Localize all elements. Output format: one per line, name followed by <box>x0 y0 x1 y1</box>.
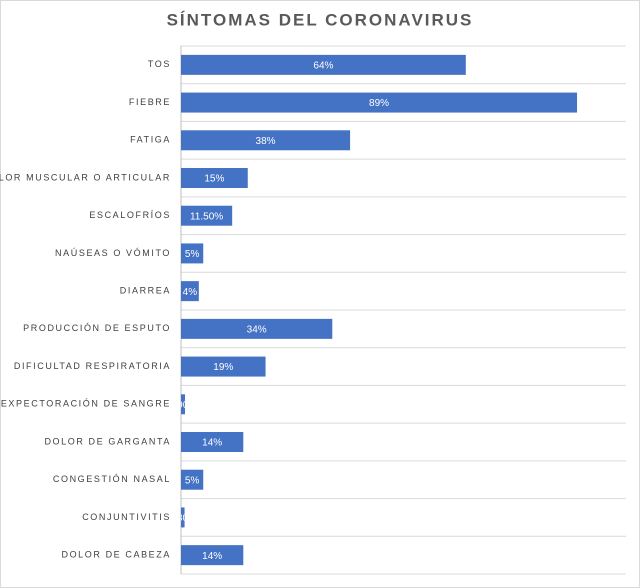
category-label: DOLOR DE CABEZA <box>61 550 171 560</box>
bar <box>181 92 578 113</box>
value-label: 5% <box>185 249 200 260</box>
category-label: DOLOR MUSCULAR O ARTICULAR <box>0 172 171 182</box>
value-label: 11.50% <box>190 211 223 222</box>
bar <box>181 394 186 415</box>
category-label: FATIGA <box>130 135 171 145</box>
value-label: 19% <box>213 362 233 373</box>
value-label: 14% <box>202 551 222 562</box>
category-label: PRODUCCIÓN DE ESPUTO <box>23 323 171 333</box>
bar <box>181 545 244 566</box>
category-label: CONJUNTIVITIS <box>82 512 171 522</box>
value-label: 4% <box>183 287 198 298</box>
bar <box>181 318 333 339</box>
category-label: NAÚSEAS O VÓMITO <box>55 248 171 258</box>
category-label: DIARREA <box>120 286 171 296</box>
category-label: TOS <box>148 59 171 69</box>
category-label: DIFICULTAD RESPIRATORIA <box>14 361 171 371</box>
value-label: 38% <box>256 136 276 147</box>
value-label: 0.80% <box>169 513 197 524</box>
category-label: EXPECTORACIÓN DE SANGRE <box>1 399 171 409</box>
category-label: FIEBRE <box>129 97 171 107</box>
bar <box>181 130 351 151</box>
bar <box>181 507 185 528</box>
bar <box>181 243 204 264</box>
value-label: 89% <box>369 98 389 109</box>
value-label: 15% <box>204 174 224 185</box>
bar <box>181 356 266 377</box>
bar <box>181 281 199 302</box>
chart-title: SÍNTOMAS DEL CORONAVIRUS <box>167 10 474 29</box>
value-label: 14% <box>202 438 222 449</box>
bar <box>181 54 466 75</box>
category-label: CONGESTIÓN NASAL <box>53 474 171 484</box>
value-label: 0.90% <box>169 400 197 411</box>
category-label: ESCALOFRÍOS <box>89 210 171 220</box>
bar <box>181 432 244 452</box>
value-label: 5% <box>185 475 200 486</box>
bar <box>181 205 233 226</box>
bar <box>181 168 248 188</box>
value-label: 34% <box>247 324 267 335</box>
value-label: 64% <box>313 60 333 71</box>
bar <box>181 469 204 490</box>
category-label: DOLOR DE GARGANTA <box>44 436 171 446</box>
